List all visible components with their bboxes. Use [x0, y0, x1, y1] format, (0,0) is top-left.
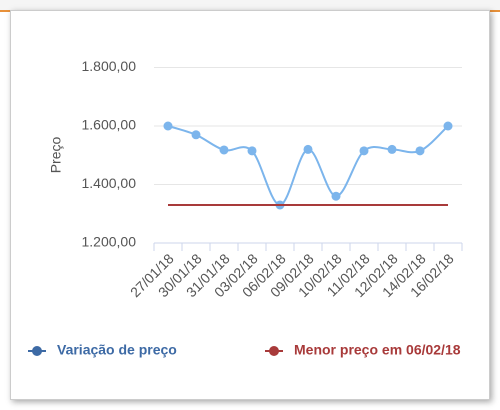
- point: [191, 130, 201, 140]
- y-tick-label: 1.600,00: [82, 117, 137, 133]
- point: [247, 146, 257, 156]
- legend-marker: [269, 346, 279, 356]
- point: [359, 146, 369, 156]
- legend-label[interactable]: Menor preço em 06/02/18: [294, 342, 461, 358]
- point: [387, 144, 397, 154]
- y-tick-label: 1.200,00: [82, 234, 137, 250]
- series-line: [167, 125, 449, 206]
- point: [415, 146, 425, 156]
- point: [303, 144, 313, 154]
- point: [163, 121, 173, 131]
- legend-marker: [32, 346, 42, 356]
- legend-label[interactable]: Variação de preço: [57, 342, 177, 358]
- y-tick-label: 1.800,00: [82, 58, 137, 74]
- y-axis-label: Preço: [48, 137, 64, 174]
- point: [443, 121, 453, 131]
- point: [219, 145, 229, 155]
- y-tick-label: 1.400,00: [82, 175, 137, 191]
- point: [331, 191, 341, 201]
